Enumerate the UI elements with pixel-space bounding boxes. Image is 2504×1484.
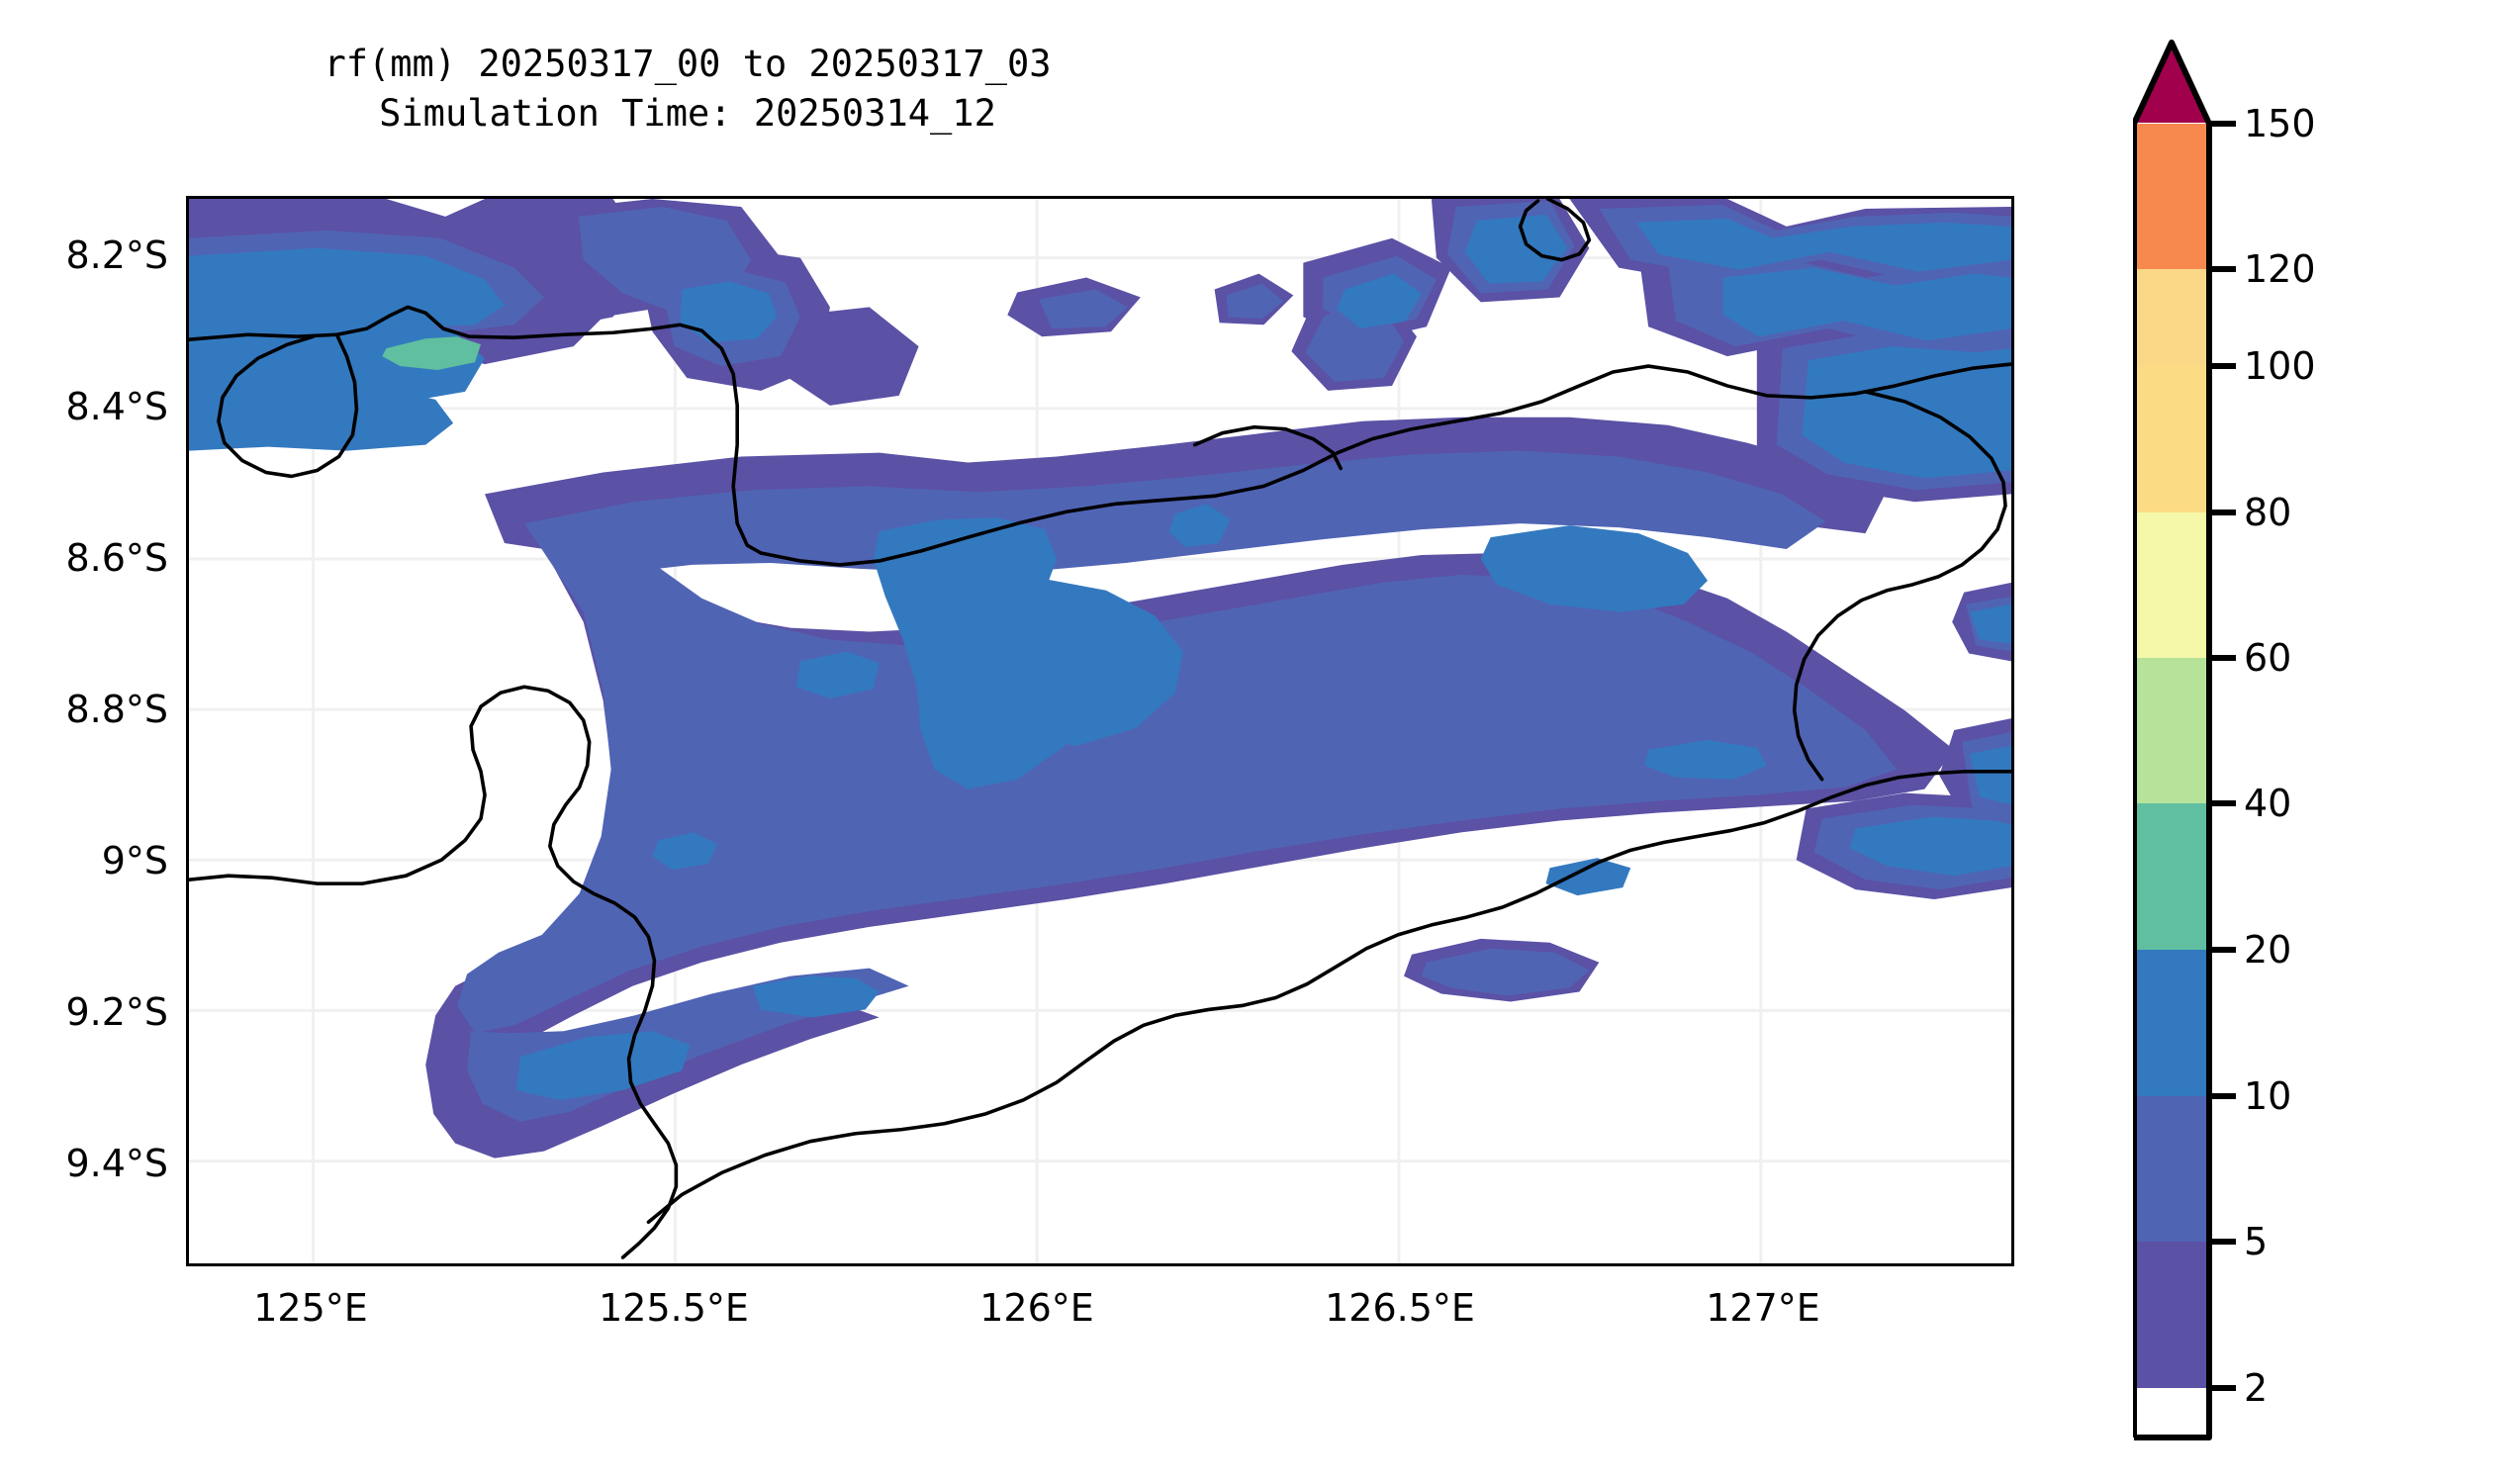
- map-plot-area: [186, 196, 2014, 1266]
- figure-title: rf(mm) 20250317_00 to 20250317_03 Simula…: [119, 40, 1256, 139]
- colorbar-tick-label: 60: [2244, 636, 2292, 680]
- coastline-overlay: [189, 199, 2011, 1259]
- colorbar-tick-label: 100: [2244, 344, 2316, 388]
- colorbar-band: [2133, 366, 2210, 512]
- colorbar-band: [2133, 269, 2210, 366]
- colorbar-band: [2133, 803, 2210, 950]
- colorbar-band: [2133, 950, 2210, 1096]
- y-tick-label: 8.2°S: [65, 233, 168, 277]
- y-axis-tick-labels: 8.2°S 8.4°S 8.6°S 8.8°S 9°S 9.2°S 9.4°S: [0, 196, 168, 1266]
- x-axis-tick-labels: 125°E 125.5°E 126°E 126.5°E 127°E: [186, 1286, 2014, 1345]
- colorbar-tick-label: 80: [2244, 491, 2292, 534]
- colorbar-extend-arrow: [2134, 42, 2209, 123]
- colorbar-tick-label: 10: [2244, 1074, 2292, 1118]
- x-tick-label: 125°E: [253, 1286, 368, 1330]
- y-tick-label: 8.8°S: [65, 688, 168, 731]
- colorbar-tick-label: 2: [2244, 1366, 2269, 1410]
- colorbar-band: [2133, 1242, 2210, 1388]
- colorbar-tick-label: 20: [2244, 928, 2292, 972]
- y-tick-label: 8.6°S: [65, 536, 168, 580]
- colorbar-tick-label: 5: [2244, 1220, 2269, 1263]
- x-tick-label: 126.5°E: [1325, 1286, 1475, 1330]
- y-tick-label: 9°S: [101, 839, 168, 882]
- colorbar-band: [2133, 658, 2210, 803]
- x-tick-label: 125.5°E: [599, 1286, 749, 1330]
- map-canvas: [189, 199, 2011, 1263]
- colorbar-band: [2133, 124, 2210, 269]
- colorbar-bands: [2133, 122, 2210, 1438]
- y-tick-label: 8.4°S: [65, 385, 168, 428]
- title-line-1: rf(mm) 20250317_00 to 20250317_03: [324, 43, 1052, 85]
- y-tick-label: 9.2°S: [65, 990, 168, 1034]
- title-line-2: Simulation Time: 20250314_12: [379, 92, 996, 135]
- x-tick-label: 126°E: [979, 1286, 1094, 1330]
- colorbar-tick-label: 150: [2244, 102, 2316, 145]
- colorbar-tick-label: 40: [2244, 782, 2292, 825]
- colorbar-tick-label: 120: [2244, 247, 2316, 291]
- colorbar-tick-marks: [2209, 121, 2236, 1391]
- colorbar-band: [2133, 512, 2210, 658]
- map-svg: [189, 199, 2011, 1263]
- colorbar: 150 120 100 80 60 40 20 10 5 2: [2133, 40, 2469, 1440]
- y-tick-label: 9.4°S: [65, 1142, 168, 1185]
- colorbar-band: [2133, 1096, 2210, 1242]
- x-tick-label: 127°E: [1706, 1286, 1820, 1330]
- contour-band-20-40: [382, 336, 482, 371]
- contour-band-10-20: [189, 214, 2011, 1100]
